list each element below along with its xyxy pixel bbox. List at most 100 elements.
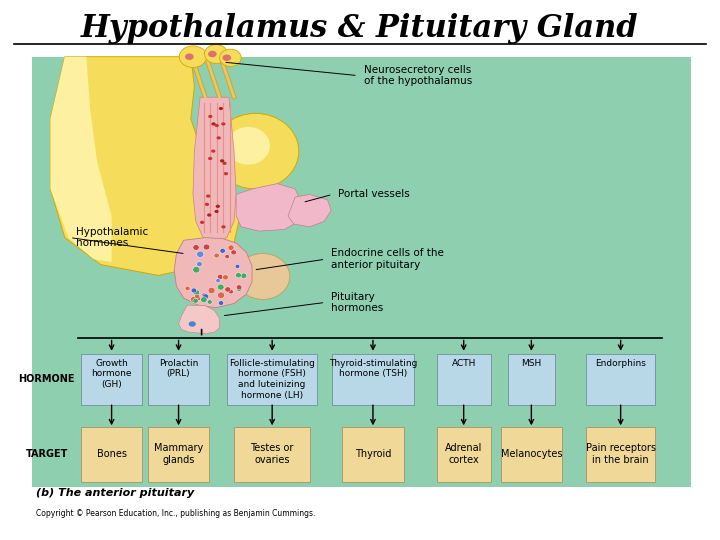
- Polygon shape: [50, 57, 112, 262]
- Text: Follicle-stimulating
hormone (FSH)
and luteinizing
hormone (LH): Follicle-stimulating hormone (FSH) and l…: [229, 359, 315, 400]
- Ellipse shape: [197, 251, 204, 258]
- Ellipse shape: [179, 46, 207, 68]
- Text: Melanocytes: Melanocytes: [500, 449, 562, 460]
- Circle shape: [217, 136, 221, 139]
- Ellipse shape: [236, 285, 242, 290]
- Ellipse shape: [202, 294, 209, 299]
- Ellipse shape: [220, 248, 225, 253]
- Text: Hypothalamus & Pituitary Gland: Hypothalamus & Pituitary Gland: [81, 14, 639, 44]
- Ellipse shape: [225, 287, 230, 292]
- Circle shape: [215, 124, 219, 127]
- Text: (b) The anterior pituitary: (b) The anterior pituitary: [36, 488, 194, 498]
- Text: MSH: MSH: [521, 359, 541, 368]
- FancyBboxPatch shape: [587, 354, 655, 405]
- Text: Endocrine cells of the
anterior pituitary: Endocrine cells of the anterior pituitar…: [331, 248, 444, 270]
- Ellipse shape: [194, 294, 199, 299]
- Ellipse shape: [197, 262, 202, 267]
- Circle shape: [204, 202, 209, 206]
- FancyBboxPatch shape: [148, 354, 209, 405]
- Ellipse shape: [193, 267, 200, 273]
- Ellipse shape: [201, 297, 207, 302]
- FancyBboxPatch shape: [436, 354, 491, 405]
- Circle shape: [220, 159, 225, 163]
- Text: ACTH: ACTH: [451, 359, 476, 368]
- Polygon shape: [236, 184, 302, 231]
- FancyBboxPatch shape: [587, 427, 655, 482]
- Text: TARGET: TARGET: [26, 449, 68, 460]
- Ellipse shape: [202, 293, 206, 297]
- Ellipse shape: [227, 127, 270, 165]
- Ellipse shape: [217, 292, 225, 299]
- Text: HORMONE: HORMONE: [19, 374, 75, 384]
- Ellipse shape: [231, 250, 236, 255]
- Text: Growth
hormone
(GH): Growth hormone (GH): [91, 359, 132, 389]
- Ellipse shape: [217, 284, 224, 290]
- Circle shape: [222, 55, 231, 61]
- FancyBboxPatch shape: [81, 427, 142, 482]
- Circle shape: [208, 51, 217, 57]
- Polygon shape: [174, 238, 252, 308]
- Text: Endorphins: Endorphins: [595, 359, 646, 368]
- Ellipse shape: [204, 45, 228, 64]
- Text: Neurosecretory cells
of the hypothalamus: Neurosecretory cells of the hypothalamus: [364, 65, 472, 86]
- FancyBboxPatch shape: [343, 427, 403, 482]
- Circle shape: [185, 53, 194, 60]
- Polygon shape: [288, 194, 331, 227]
- Circle shape: [221, 225, 225, 228]
- Ellipse shape: [195, 296, 201, 301]
- Ellipse shape: [194, 290, 199, 295]
- FancyBboxPatch shape: [235, 427, 310, 482]
- Circle shape: [208, 157, 212, 160]
- Circle shape: [224, 172, 228, 176]
- Ellipse shape: [218, 301, 224, 306]
- Ellipse shape: [207, 300, 212, 304]
- Ellipse shape: [225, 254, 230, 259]
- Ellipse shape: [235, 264, 240, 268]
- Circle shape: [200, 221, 204, 224]
- Text: Adrenal
cortex: Adrenal cortex: [445, 443, 482, 465]
- Ellipse shape: [228, 289, 233, 294]
- Text: Portal vessels: Portal vessels: [338, 190, 410, 199]
- Ellipse shape: [228, 245, 234, 251]
- Ellipse shape: [203, 244, 210, 250]
- Ellipse shape: [191, 296, 197, 303]
- FancyBboxPatch shape: [436, 427, 491, 482]
- Circle shape: [212, 123, 216, 126]
- Ellipse shape: [220, 49, 241, 66]
- Ellipse shape: [236, 254, 289, 299]
- FancyBboxPatch shape: [331, 354, 415, 405]
- Ellipse shape: [185, 286, 190, 291]
- Circle shape: [216, 205, 220, 208]
- Circle shape: [208, 115, 212, 118]
- Ellipse shape: [212, 113, 299, 189]
- Polygon shape: [50, 57, 241, 275]
- Ellipse shape: [193, 298, 198, 303]
- FancyBboxPatch shape: [81, 354, 142, 405]
- Ellipse shape: [214, 253, 220, 258]
- Text: Hypothalamic
hormones: Hypothalamic hormones: [76, 227, 148, 248]
- Ellipse shape: [208, 287, 215, 294]
- Circle shape: [215, 210, 219, 213]
- Polygon shape: [179, 305, 220, 334]
- Text: Bones: Bones: [96, 449, 127, 460]
- Text: Testes or
ovaries: Testes or ovaries: [251, 443, 294, 465]
- Ellipse shape: [216, 279, 220, 282]
- Ellipse shape: [236, 286, 242, 291]
- Circle shape: [222, 161, 227, 165]
- Text: Pituitary
hormones: Pituitary hormones: [331, 292, 384, 313]
- Text: Prolactin
(PRL): Prolactin (PRL): [159, 359, 198, 379]
- Bar: [32, 57, 691, 487]
- FancyBboxPatch shape: [501, 427, 562, 482]
- FancyBboxPatch shape: [228, 354, 318, 405]
- Text: Thyroid: Thyroid: [355, 449, 391, 460]
- Circle shape: [211, 150, 215, 153]
- Text: Copyright © Pearson Education, Inc., publishing as Benjamin Cummings.: Copyright © Pearson Education, Inc., pub…: [36, 509, 315, 518]
- Circle shape: [206, 194, 210, 198]
- Circle shape: [219, 107, 223, 110]
- Ellipse shape: [222, 275, 228, 280]
- Ellipse shape: [193, 245, 199, 251]
- Circle shape: [207, 213, 212, 217]
- FancyBboxPatch shape: [148, 427, 209, 482]
- Ellipse shape: [217, 274, 223, 280]
- Polygon shape: [193, 97, 236, 241]
